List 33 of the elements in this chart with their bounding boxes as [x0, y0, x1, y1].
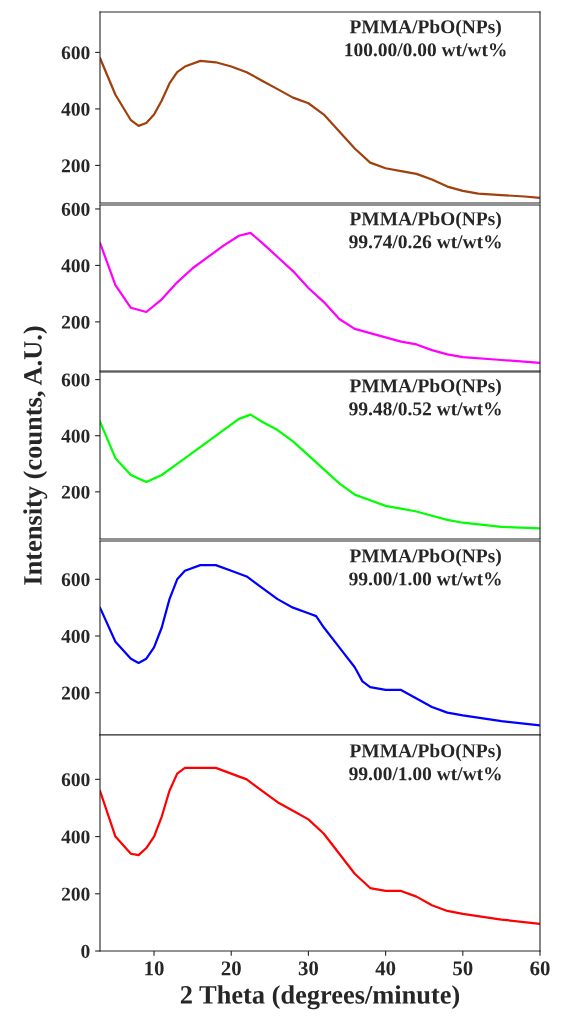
- x-tick-label: 20: [221, 961, 241, 976]
- line-series: [100, 766, 540, 925]
- y-tick-label: 400: [61, 102, 90, 116]
- line-series: [100, 56, 540, 200]
- y-tick-label: 200: [61, 887, 90, 901]
- annotation: PMMA/PbO(NPs) 99.00/1.00 wt/wt%: [349, 548, 501, 586]
- annotation: PMMA/PbO(NPs) 99.74/0.26 wt/wt%: [349, 211, 501, 249]
- y-tick-label: 200: [61, 159, 90, 173]
- x-tick-label: 50: [453, 961, 473, 976]
- y-tick-label: 200: [61, 485, 90, 499]
- annotation: PMMA/PbO(NPs) 99.00/1.00 wt/wt%: [349, 743, 501, 781]
- y-tick-label: 200: [61, 686, 90, 700]
- x-tick-label: 10: [145, 961, 164, 976]
- y-tick-label: 600: [61, 46, 90, 60]
- y-tick-label: 400: [61, 259, 90, 273]
- y-tick-label: 400: [61, 429, 90, 443]
- y-tick-label: 600: [61, 202, 90, 216]
- x-axis-title: 2 Theta (degrees/minute): [180, 985, 460, 1010]
- line-series: [100, 231, 540, 364]
- line-series: [100, 564, 540, 727]
- x-tick-label: 40: [375, 961, 396, 976]
- annotation: PMMA/PbO(NPs) 100.00/0.00 wt/wt%: [345, 19, 506, 57]
- x-tick-label: 30: [298, 961, 319, 976]
- y-tick-label: 0: [81, 944, 90, 958]
- y-tick-label: 200: [61, 315, 90, 329]
- y-tick-label: 400: [61, 629, 90, 643]
- annotation: PMMA/PbO(NPs) 99.48/0.52 wt/wt%: [349, 378, 501, 416]
- y-axis-title: Intensity (counts, A.U.): [23, 326, 48, 585]
- y-tick-label: 600: [61, 373, 90, 387]
- y-tick-label: 400: [61, 830, 90, 844]
- y-tick-label: 600: [61, 573, 90, 587]
- x-tick-label: 60: [530, 961, 550, 976]
- y-tick-label: 600: [61, 773, 90, 787]
